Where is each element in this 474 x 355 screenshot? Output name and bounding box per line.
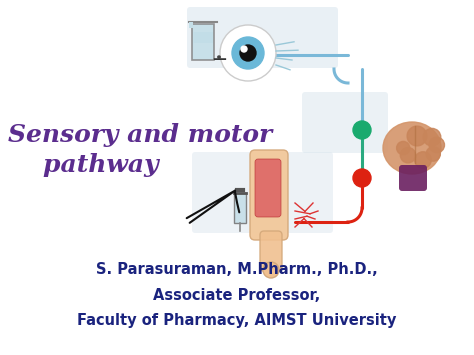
Circle shape — [426, 147, 440, 161]
Text: Sensory and motor: Sensory and motor — [8, 123, 272, 147]
Circle shape — [415, 152, 431, 168]
Circle shape — [263, 262, 279, 278]
FancyBboxPatch shape — [234, 193, 246, 223]
Circle shape — [240, 45, 256, 61]
FancyBboxPatch shape — [255, 159, 281, 217]
FancyBboxPatch shape — [192, 152, 333, 233]
Circle shape — [241, 46, 247, 52]
FancyBboxPatch shape — [189, 22, 193, 28]
FancyBboxPatch shape — [399, 165, 427, 191]
FancyBboxPatch shape — [260, 231, 282, 271]
FancyBboxPatch shape — [187, 7, 338, 68]
Text: —: — — [212, 52, 226, 66]
Text: Associate Professor,: Associate Professor, — [154, 288, 320, 302]
FancyBboxPatch shape — [250, 150, 288, 240]
Text: Faculty of Pharmacy, AIMST University: Faculty of Pharmacy, AIMST University — [77, 312, 397, 328]
FancyBboxPatch shape — [192, 24, 214, 60]
Circle shape — [353, 121, 371, 139]
Ellipse shape — [383, 122, 441, 174]
Circle shape — [407, 126, 427, 146]
Circle shape — [353, 169, 371, 187]
Circle shape — [429, 137, 445, 153]
FancyBboxPatch shape — [302, 92, 388, 153]
Circle shape — [220, 25, 276, 81]
Circle shape — [423, 129, 441, 146]
Circle shape — [397, 141, 410, 154]
Text: pathway: pathway — [8, 153, 159, 177]
Circle shape — [401, 147, 416, 163]
Circle shape — [232, 37, 264, 69]
Text: S. Parasuraman, M.Pharm., Ph.D.,: S. Parasuraman, M.Pharm., Ph.D., — [96, 262, 378, 278]
